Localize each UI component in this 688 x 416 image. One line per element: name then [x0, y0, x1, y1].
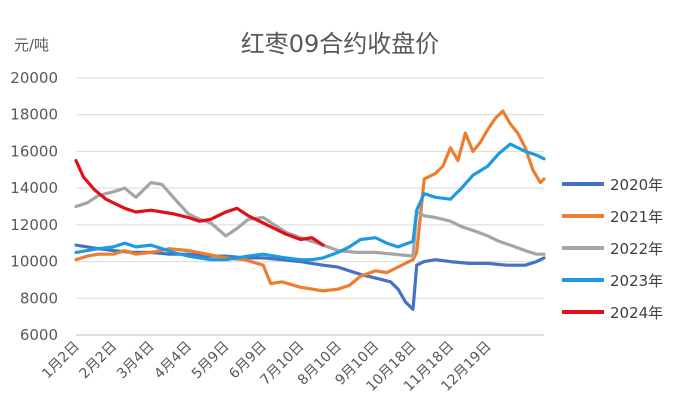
series-line-2020年	[74, 243, 546, 311]
x-axis-ticks: 1月2日2月2日3月4日4月4日5月9日6月9日7月10日8月10日9月10日1…	[39, 339, 495, 395]
x-tick-label: 4月4日	[151, 339, 195, 383]
gridlines	[76, 77, 544, 336]
y-tick-label: 18000	[10, 106, 58, 124]
legend-label: 2024年	[610, 304, 663, 322]
chart-title: 红枣09合约收盘价	[241, 30, 440, 58]
x-tick-label: 5月9日	[189, 339, 233, 383]
legend: 2020年 2021年 2022年 2023年 2024年	[562, 176, 663, 322]
series-line-2024年	[74, 159, 325, 247]
y-tick-label: 14000	[10, 179, 58, 197]
y-tick-label: 8000	[20, 289, 58, 307]
y-tick-label: 10000	[10, 253, 58, 271]
series-line-2021年	[74, 109, 546, 293]
x-tick-label: 3月4日	[114, 339, 158, 383]
series-line-2023年	[74, 142, 546, 262]
y-axis-ticks: 6000 8000 10000 12000 14000 16000 18000 20000	[10, 69, 58, 344]
x-tick-label: 2月2日	[77, 339, 121, 383]
y-axis-unit-label: 元/吨	[14, 36, 49, 54]
y-tick-label: 20000	[10, 69, 58, 87]
x-tick-label: 1月2日	[39, 339, 83, 383]
series-lines	[74, 109, 546, 311]
y-tick-label: 16000	[10, 142, 58, 160]
y-tick-label: 12000	[10, 216, 58, 234]
legend-label: 2023年	[610, 272, 663, 290]
y-tick-label: 6000	[20, 326, 58, 344]
legend-label: 2021年	[610, 208, 663, 226]
legend-label: 2022年	[610, 240, 663, 258]
legend-label: 2020年	[610, 176, 663, 194]
